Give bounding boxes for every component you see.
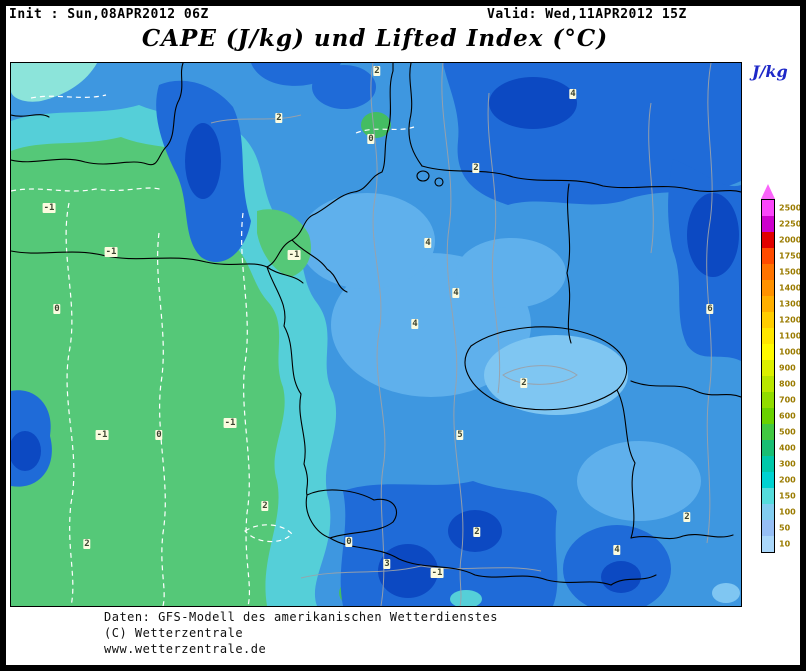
- country-borders: [11, 63, 741, 586]
- legend-value: 1400: [779, 283, 802, 293]
- legend-segment: 1300: [762, 296, 801, 312]
- legend-segment: 400: [762, 440, 796, 456]
- map-contour-labels: 2 2 0 4 2 -1 -1 -1 4 4 0 4 6 2 -1 0 -1 5 2 2 0 3 -1 2 4 2: [11, 63, 741, 606]
- legend-value: 500: [779, 427, 796, 437]
- cape-color-legend: 2500 2250 2000 1750 1500 1400 1300 1200 1100 1000…: [761, 184, 801, 553]
- contour-label: 2: [472, 163, 480, 173]
- contour-label: 4: [411, 319, 419, 329]
- contour-label: -1: [430, 568, 444, 578]
- legend-segment: 2500: [762, 200, 801, 216]
- legend-value: 1200: [779, 315, 802, 325]
- contour-label: 5: [456, 430, 464, 440]
- contour-label: 4: [452, 288, 460, 298]
- contour-label: 2: [520, 378, 528, 388]
- contour-label: -1: [287, 250, 301, 260]
- legend-segment: 2250: [762, 216, 801, 232]
- legend-value: 300: [779, 459, 796, 469]
- contour-label: 2: [83, 539, 91, 549]
- legend-value: 50: [779, 523, 791, 533]
- page-title: CAPE (J/kg) und Lifted Index (°C): [141, 25, 609, 52]
- contour-label: 4: [424, 238, 432, 248]
- legend-value: 2250: [779, 219, 802, 229]
- contour-label: -1: [95, 430, 109, 440]
- legend-segment: 1200: [762, 312, 801, 328]
- contour-label: 2: [275, 113, 283, 123]
- legend-segment: 1100: [762, 328, 801, 344]
- contour-label: 4: [569, 89, 577, 99]
- legend-value: 900: [779, 363, 796, 373]
- contour-label: 0: [53, 304, 61, 314]
- contour-label: 4: [613, 545, 621, 555]
- legend-value: 1750: [779, 251, 802, 261]
- contour-label: 2: [261, 501, 269, 511]
- legend-segment: 500: [762, 424, 796, 440]
- contour-label: 6: [706, 304, 714, 314]
- weather-map: 2 2 0 4 2 -1 -1 -1 4 4 0 4 6 2 -1 0 -1 5 2 2 0 3 -1 2 4 2: [10, 62, 742, 607]
- legend-segment: 300: [762, 456, 796, 472]
- legend-value: 400: [779, 443, 796, 453]
- valid-time-label: Valid: Wed,11APR2012 15Z: [487, 7, 687, 22]
- legend-value: 150: [779, 491, 796, 501]
- legend-value: 2000: [779, 235, 802, 245]
- legend-segment: 50: [762, 520, 790, 536]
- legend-segment: 200: [762, 472, 796, 488]
- legend-segment: 800: [762, 376, 796, 392]
- contour-label: -1: [223, 418, 237, 428]
- contour-label: 2: [373, 66, 381, 76]
- footer-data-source: Daten: GFS-Modell des amerikanischen Wet…: [104, 610, 498, 624]
- legend-bar: 2500 2250 2000 1750 1500 1400 1300 1200 1100 1000…: [761, 199, 801, 553]
- init-time-label: Init : Sun,08APR2012 06Z: [9, 7, 209, 22]
- legend-value: 600: [779, 411, 796, 421]
- legend-value: 100: [779, 507, 796, 517]
- legend-segment: 100: [762, 504, 796, 520]
- legend-value: 1000: [779, 347, 802, 357]
- legend-value: 800: [779, 379, 796, 389]
- contour-label: 2: [473, 527, 481, 537]
- contour-label: 3: [383, 559, 391, 569]
- contour-label: 0: [345, 537, 353, 547]
- legend-value: 200: [779, 475, 796, 485]
- legend-value: 1500: [779, 267, 802, 277]
- legend-segment: 1000: [762, 344, 801, 360]
- legend-segment: 600: [762, 408, 796, 424]
- legend-segment: 150: [762, 488, 796, 504]
- footer-website: www.wetterzentrale.de: [104, 642, 267, 656]
- legend-segment: 1400: [762, 280, 801, 296]
- contour-label: -1: [42, 203, 56, 213]
- footer-copyright: (C) Wetterzentrale: [104, 626, 244, 640]
- legend-segment: 1500: [762, 264, 801, 280]
- cape-fill-regions: [11, 63, 741, 606]
- contour-label: 0: [367, 134, 375, 144]
- contour-label: 0: [155, 430, 163, 440]
- legend-value: 2500: [779, 203, 802, 213]
- legend-arrow-icon: [761, 184, 775, 199]
- legend-value: 1100: [779, 331, 802, 341]
- legend-segment: 10: [762, 536, 790, 552]
- legend-segment: 2000: [762, 232, 801, 248]
- weather-map-svg: [11, 63, 741, 606]
- legend-segment: 900: [762, 360, 796, 376]
- contour-label: 2: [683, 512, 691, 522]
- legend-segment: 700: [762, 392, 796, 408]
- legend-segment: 1750: [762, 248, 801, 264]
- footer: Daten: GFS-Modell des amerikanischen Wet…: [104, 609, 498, 657]
- legend-value: 700: [779, 395, 796, 405]
- legend-value: 1300: [779, 299, 802, 309]
- legend-value: 10: [779, 539, 791, 549]
- legend-unit-label: J/kg: [752, 62, 788, 81]
- contour-label: -1: [104, 247, 118, 257]
